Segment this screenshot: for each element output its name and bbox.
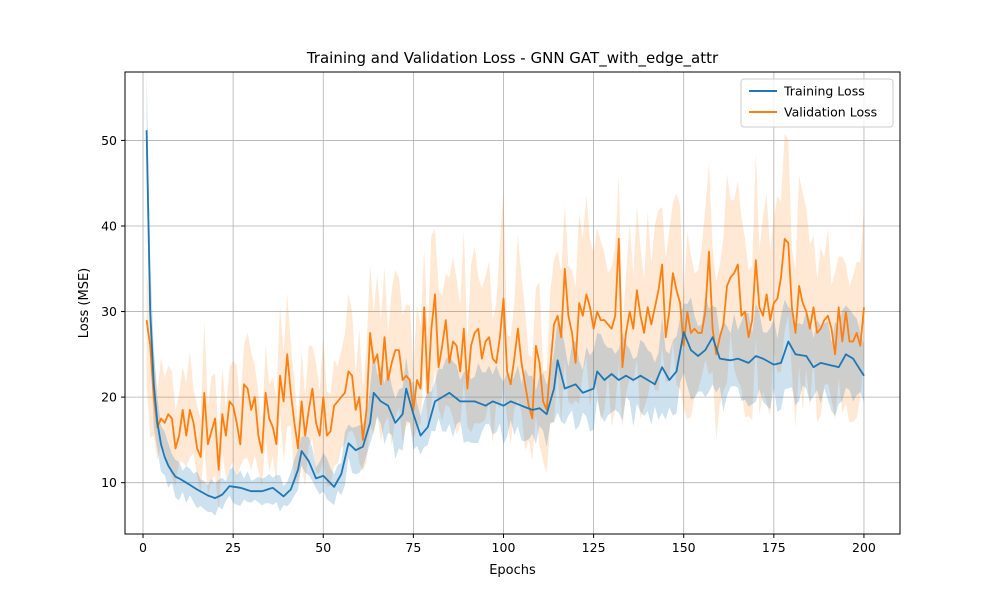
legend-label-validation: Validation Loss — [784, 105, 877, 120]
chart-title: Training and Validation Loss - GNN GAT_w… — [306, 49, 719, 68]
x-tick-label: 0 — [139, 540, 147, 555]
y-tick-label: 40 — [101, 219, 117, 234]
training-loss-line — [145, 130, 865, 499]
confidence-bands — [146, 71, 865, 516]
y-tick-label: 50 — [101, 133, 117, 148]
x-axis-ticks: 0 25 50 75 100 125 150 175 200 — [139, 534, 876, 555]
x-tick-label: 25 — [225, 540, 241, 555]
validation-loss-line — [145, 237, 865, 471]
x-tick-label: 175 — [762, 540, 786, 555]
x-tick-label: 150 — [672, 540, 696, 555]
x-tick-label: 125 — [582, 540, 606, 555]
y-tick-label: 10 — [101, 475, 117, 490]
x-tick-label: 50 — [315, 540, 331, 555]
legend-label-training: Training Loss — [783, 84, 865, 99]
training-loss-band — [146, 71, 865, 516]
y-axis-ticks: 10 20 30 40 50 — [101, 133, 125, 490]
x-axis-label: Epochs — [489, 563, 536, 578]
series-lines — [145, 130, 865, 499]
x-tick-label: 200 — [852, 540, 876, 555]
legend-box — [740, 78, 894, 128]
plot-frame — [124, 71, 901, 535]
y-tick-label: 30 — [101, 304, 117, 319]
y-tick-label: 20 — [101, 390, 117, 405]
y-axis-label: Loss (MSE) — [77, 268, 92, 338]
x-tick-label: 75 — [405, 540, 421, 555]
x-tick-label: 100 — [492, 540, 516, 555]
legend: Training Loss Validation Loss — [740, 78, 894, 128]
